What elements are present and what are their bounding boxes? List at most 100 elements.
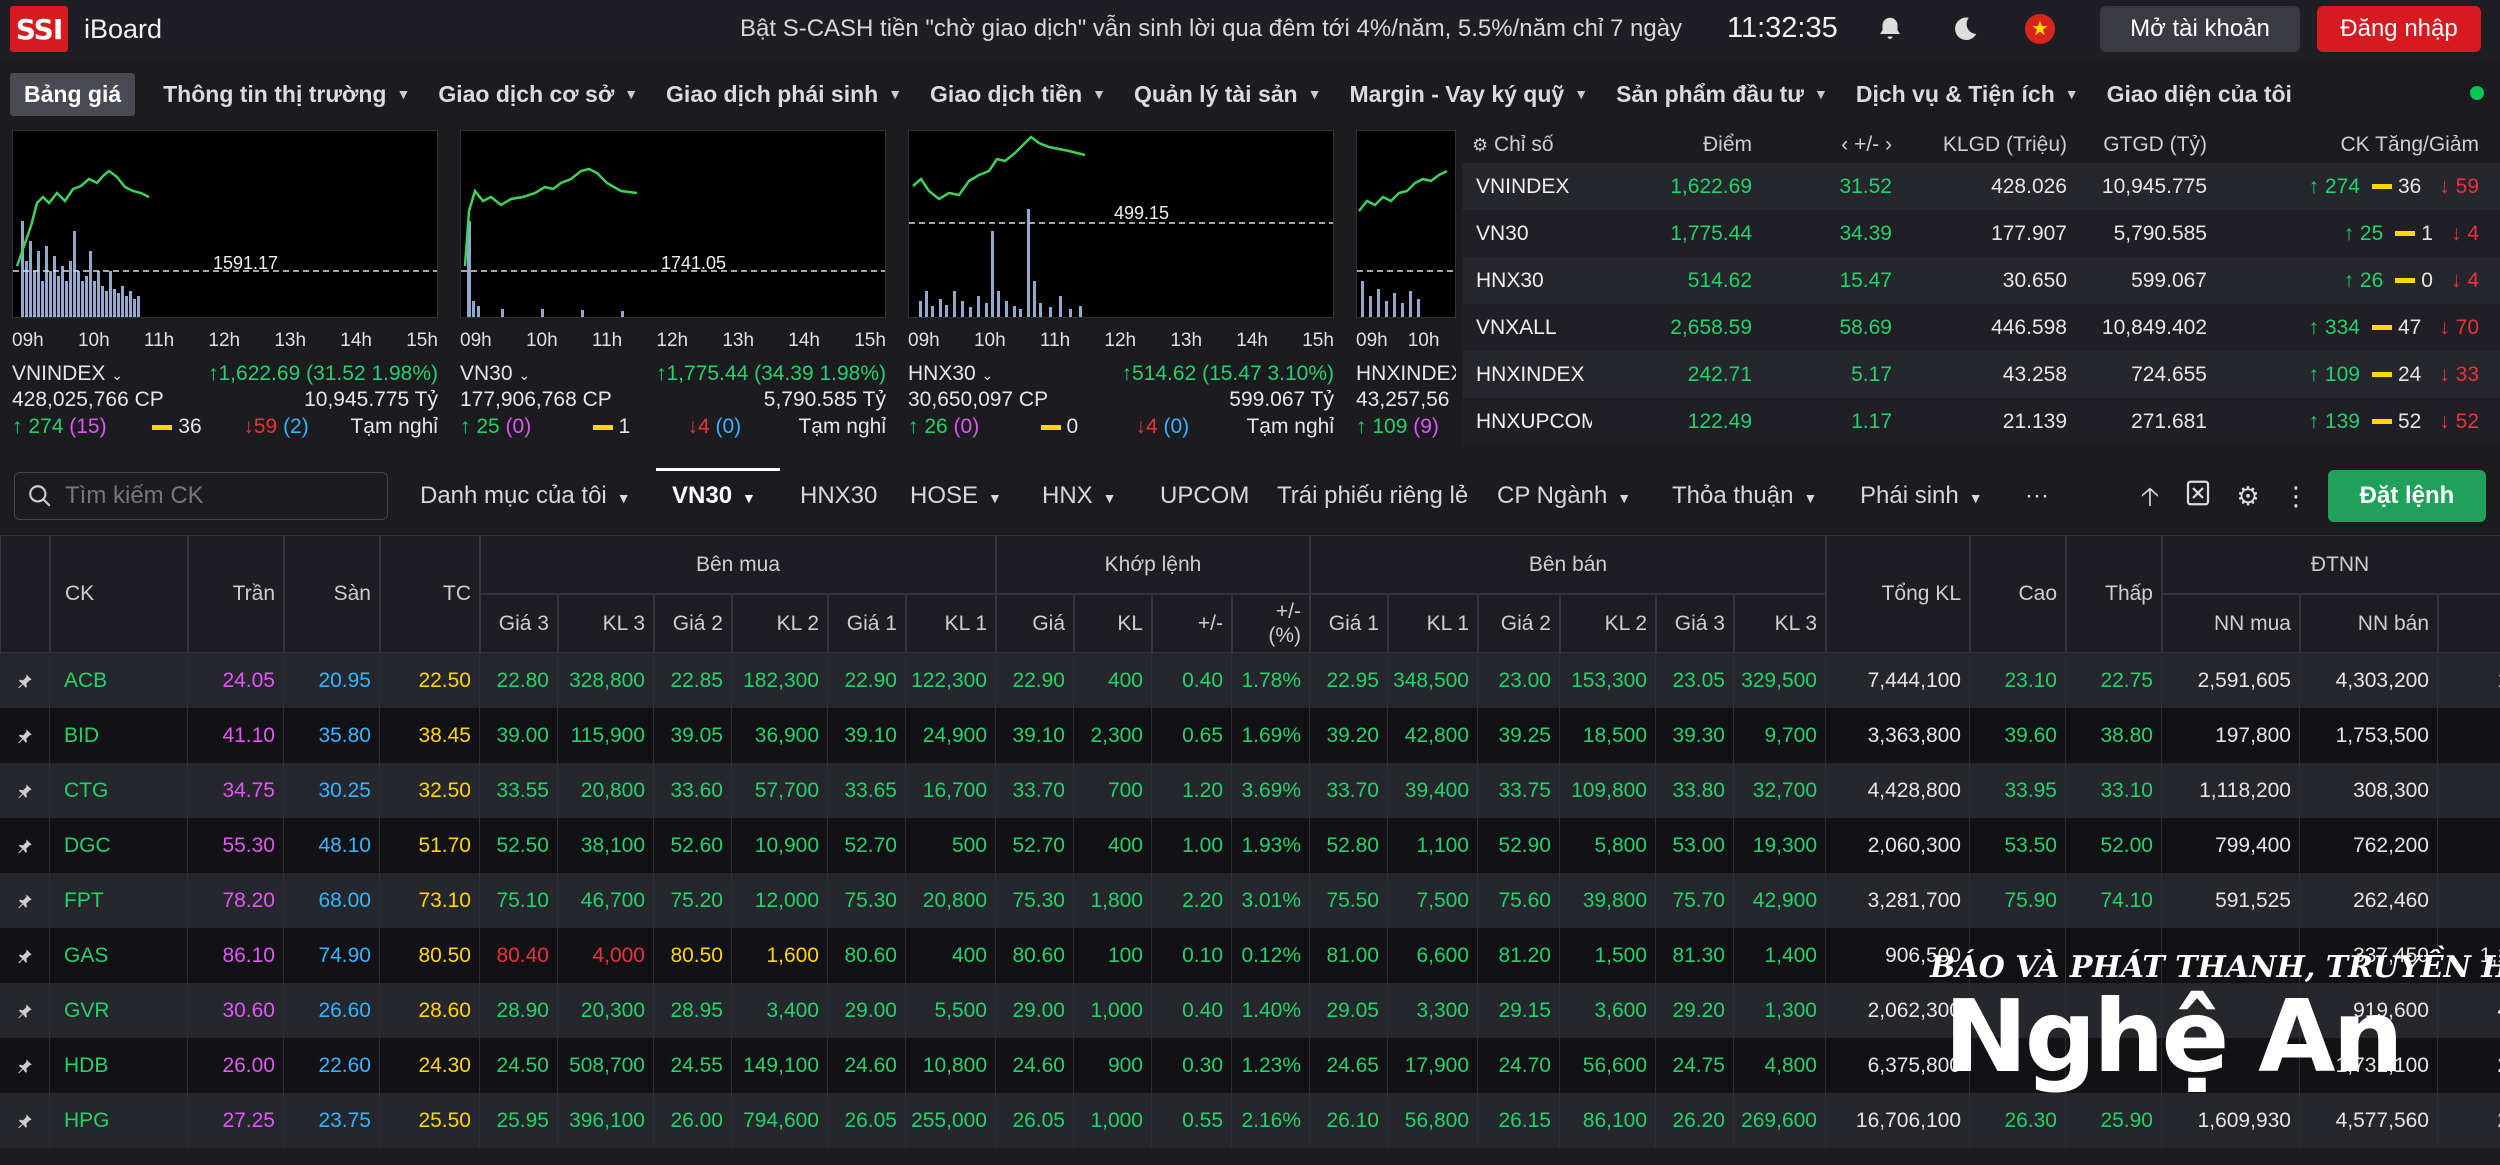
cell-extra: 4: [2438, 983, 2500, 1038]
cell-nns: 337,450: [2300, 928, 2438, 983]
stock-symbol[interactable]: GAS: [50, 928, 188, 983]
hnxindex-intraday-chart: [1357, 169, 1455, 317]
tab-private-bonds[interactable]: Trái phiếu riêng lẻ: [1277, 482, 1469, 509]
search-input[interactable]: [65, 482, 365, 510]
pin-icon[interactable]: [0, 983, 50, 1038]
index-row-adv-decl: ↑ 139 52 ↓ 52: [2308, 409, 2479, 433]
table-row[interactable]: CTG 34.75 30.25 32.50 33.55 20,800 33.60 57,700…: [0, 763, 2500, 818]
ssi-logo[interactable]: SSI: [10, 6, 68, 52]
login-button[interactable]: Đăng nhập: [2317, 6, 2481, 52]
stock-symbol[interactable]: FPT: [50, 873, 188, 928]
index-name[interactable]: HNXINDEX: [1356, 362, 1456, 385]
gear-icon[interactable]: ⚙: [1472, 135, 1489, 155]
index-row[interactable]: HNX30 514.62 15.47 30.650 599.067 ↑ 26 0 ↓ 4: [1462, 257, 2500, 304]
chart-card-hnx30[interactable]: 499.15 09h 10h 11h 12h 13h 14h 15h HNX30 ⌄ ↑514…: [908, 130, 1334, 452]
table-row[interactable]: HDB 26.00 22.60 24.30 24.50 508,700 24.55 149,1…: [0, 1038, 2500, 1093]
open-account-button[interactable]: Mở tài khoản: [2100, 6, 2300, 52]
pin-icon[interactable]: [0, 653, 50, 708]
tab-hose[interactable]: HOSE ▼: [910, 482, 1002, 509]
promo-banner[interactable]: Bật S-CASH tiền "chờ giao dịch" vẫn sinh…: [740, 15, 1683, 42]
index-row[interactable]: VNINDEX 1,622.69 31.52 428.026 10,945.775 ↑ 2…: [1462, 163, 2500, 210]
cell-sg3: 81.30: [1656, 928, 1734, 983]
cell-tran: 86.10: [188, 928, 284, 983]
cell-kl1: 10,800: [906, 1038, 996, 1093]
nav-san-pham-dau-tu[interactable]: Sản phẩm đầu tư ▼: [1616, 80, 1828, 107]
index-name[interactable]: VNINDEX ⌄: [12, 362, 123, 385]
index-row[interactable]: HNXUPCOMINDEX 122.49 1.17 21.139 271.681 ↑ 13…: [1462, 398, 2500, 445]
place-order-button[interactable]: Đặt lệnh: [2328, 470, 2486, 522]
cell-sg1: 75.50: [1310, 873, 1388, 928]
cell-kl3: 4,000: [558, 928, 654, 983]
cell-skl1: 1,100: [1388, 818, 1478, 873]
table-row[interactable]: ACB 24.05 20.95 22.50 22.80 328,800 22.85 182,3…: [0, 653, 2500, 708]
tab-industry[interactable]: CP Ngành ▼: [1497, 482, 1632, 509]
nav-dich-vu-tien-ich[interactable]: Dịch vụ & Tiện ích ▼: [1855, 80, 2079, 107]
table-row[interactable]: BID 41.10 35.80 38.45 39.00 115,900 39.05 36,90…: [0, 708, 2500, 763]
table-row[interactable]: HPG 27.25 23.75 25.50 25.95 396,100 26.00 794,6…: [0, 1093, 2500, 1148]
cell-mpct: 3.01%: [1232, 873, 1310, 928]
chart-card-hnxindex[interactable]: 09h 10h HNXINDEX 43,257,56 ↑ 109 (9): [1356, 130, 1456, 452]
cell-g3: 80.40: [480, 928, 558, 983]
pin-icon[interactable]: [0, 873, 50, 928]
tab-negotiated[interactable]: Thỏa thuận ▼: [1672, 482, 1818, 509]
tab-hnx[interactable]: HNX ▼: [1042, 482, 1117, 509]
tab-more[interactable]: ···: [2025, 482, 2049, 509]
stock-symbol[interactable]: GVR: [50, 983, 188, 1038]
nav-giao-dich-co-so[interactable]: Giao dịch cơ sở ▼: [438, 80, 639, 107]
table-row[interactable]: FPT 78.20 68.00 73.10 75.10 46,700 75.20 12,000…: [0, 873, 2500, 928]
nav-giao-dien-cua-toi[interactable]: Giao diện của tôi: [2106, 80, 2292, 107]
index-row[interactable]: HNXINDEX 242.71 5.17 43.258 724.655 ↑ 109 24 ↓ …: [1462, 351, 2500, 398]
pin-icon[interactable]: [0, 928, 50, 983]
nav-giao-dich-phai-sinh[interactable]: Giao dịch phái sinh ▼: [666, 80, 903, 107]
cell-san: 23.75: [284, 1093, 380, 1148]
nav-bang-gia[interactable]: Bảng giá: [10, 72, 136, 116]
stock-symbol[interactable]: DGC: [50, 818, 188, 873]
gear-icon[interactable]: ⚙: [2236, 481, 2260, 511]
pin-icon[interactable]: [0, 708, 50, 763]
arrow-up-icon[interactable]: 🡡: [2140, 481, 2160, 511]
nav-quan-ly-tai-san[interactable]: Quản lý tài sản ▼: [1133, 80, 1322, 107]
index-name[interactable]: VN30 ⌄: [460, 362, 531, 385]
pin-icon[interactable]: [0, 1093, 50, 1148]
table-row[interactable]: GAS 86.10 74.90 80.50 80.40 4,000 80.50 1,600 80…: [0, 928, 2500, 983]
table-row[interactable]: DGC 55.30 48.10 51.70 52.50 38,100 52.60 10,900…: [0, 818, 2500, 873]
nav-thong-tin-thi-truong[interactable]: Thông tin thị trường ▼: [163, 80, 411, 107]
cell-skl2: 109,800: [1560, 763, 1656, 818]
bell-icon[interactable]: [1875, 14, 1905, 44]
pin-icon[interactable]: [0, 763, 50, 818]
stock-search[interactable]: [14, 472, 388, 520]
tab-derivatives[interactable]: Phái sinh ▼: [1860, 482, 1983, 509]
pin-icon[interactable]: [0, 818, 50, 873]
stock-symbol[interactable]: CTG: [50, 763, 188, 818]
moon-icon[interactable]: [1950, 14, 1980, 44]
chart-card-vn30[interactable]: 1741.05 09h 10h 11h 12h 13h 14h 15h VN30 ⌄ ↑1,7…: [460, 130, 886, 452]
excel-export-icon[interactable]: [2180, 478, 2216, 514]
index-name[interactable]: HNX30 ⌄: [908, 362, 994, 385]
tab-upcom[interactable]: UPCOM: [1160, 482, 1250, 509]
table-row[interactable]: GVR 30.60 26.60 28.60 28.90 20,300 28.95 3,400 2…: [0, 983, 2500, 1038]
more-vertical-icon[interactable]: ⋮: [2283, 481, 2309, 511]
tab-vn30[interactable]: VN30 ▼: [672, 482, 756, 509]
index-settings-header[interactable]: ⚙ Chỉ số: [1472, 133, 1554, 156]
nav-giao-dich-tien[interactable]: Giao dịch tiền ▼: [930, 80, 1106, 107]
chart-card-vnindex[interactable]: 1591.17 09h 10h 11h 12h 13h 14h 15h VNINDEX ⌄ ↑…: [12, 130, 438, 452]
col-header-san: Sàn: [284, 535, 380, 653]
index-row-change: 31.52: [1839, 174, 1892, 198]
index-change-header[interactable]: ‹ +/- ›: [1841, 133, 1892, 156]
cell-skl3: 269,600: [1734, 1093, 1826, 1148]
pin-header: [0, 535, 50, 653]
nav-margin[interactable]: Margin - Vay ký quỹ ▼: [1349, 80, 1589, 107]
index-row[interactable]: VNXALL 2,658.59 58.69 446.598 10,849.402 ↑ 33…: [1462, 304, 2500, 351]
vietnam-flag-icon[interactable]: ★: [2025, 14, 2055, 44]
stock-symbol[interactable]: ACB: [50, 653, 188, 708]
tab-hnx30[interactable]: HNX30: [800, 482, 878, 509]
pin-icon[interactable]: [0, 1038, 50, 1093]
index-row-name: HNX30: [1476, 268, 1544, 292]
reference-value: 1591.17: [213, 253, 279, 273]
cell-nnb: [2162, 1038, 2300, 1093]
tab-watchlist[interactable]: Danh mục của tôi ▼: [420, 482, 631, 509]
stock-symbol[interactable]: BID: [50, 708, 188, 763]
stock-symbol[interactable]: HDB: [50, 1038, 188, 1093]
index-row[interactable]: VN30 1,775.44 34.39 177.907 5,790.585 ↑ 25 1 ↓ …: [1462, 210, 2500, 257]
stock-symbol[interactable]: HPG: [50, 1093, 188, 1148]
